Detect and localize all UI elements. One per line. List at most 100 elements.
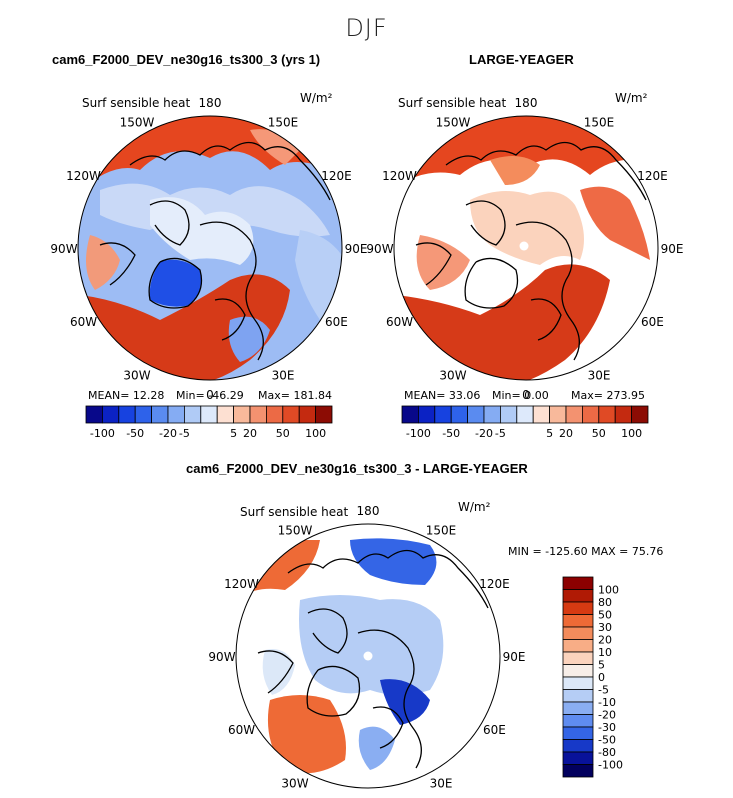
panel1-min: Min= -46.29 xyxy=(176,389,244,402)
panel3-colorbar-swatch xyxy=(562,676,594,690)
panel3-lon-label: 180 xyxy=(357,504,380,518)
panel2-colorbar-label: -20 xyxy=(475,427,493,440)
panel1-mean: MEAN= 12.28 xyxy=(88,389,165,402)
panel3-colorbar-label: -30 xyxy=(598,721,616,734)
panel1-units: W/m² xyxy=(300,91,333,105)
panel3-lon-label: 150E xyxy=(426,524,457,538)
panel3-colorbar-label: 80 xyxy=(598,596,612,609)
panel3-nordic-cool xyxy=(358,726,395,770)
panel3-colorbar-label: 50 xyxy=(598,609,612,622)
panel3-colorbar-swatch xyxy=(562,614,594,628)
panel1-canada-warm xyxy=(86,235,120,290)
panel3-colorbar-label: 30 xyxy=(598,621,612,634)
panel3-colorbar-swatch xyxy=(562,651,594,665)
panel1-colorbar-swatch xyxy=(265,405,284,424)
panel2-colorbar-label: 100 xyxy=(621,427,642,440)
panel1-colorbar-swatch xyxy=(134,405,152,424)
panel2-lon-label: 120E xyxy=(637,169,668,183)
panel2-canada-warm xyxy=(416,235,470,290)
panel1-title: cam6_F2000_DEV_ne30g16_ts300_3 (yrs 1) xyxy=(52,52,321,67)
panel2-colorbar-swatch xyxy=(450,405,469,424)
panel3-colorbar-swatch xyxy=(562,689,594,703)
panel3-colorbar-swatch xyxy=(562,639,594,653)
panel3-title: cam6_F2000_DEV_ne30g16_ts300_3 - LARGE-Y… xyxy=(186,461,528,476)
panel2-lon-label: 150E xyxy=(584,116,615,130)
panel2-lon-label: 180 xyxy=(515,96,538,110)
panel3-colorbar-swatch xyxy=(562,601,594,615)
panel1-lon-label: 60W xyxy=(70,315,97,329)
panel2-colorbar-label: -100 xyxy=(406,427,431,440)
panel1-lon-label: 60E xyxy=(325,315,348,329)
panel1-colorbar-swatch xyxy=(85,405,103,424)
panel1-colorbar-swatch xyxy=(151,405,169,424)
panel1-lon-label: 150E xyxy=(268,116,299,130)
panel3-colorbar-label: -80 xyxy=(598,746,616,759)
panel2-min: Min= 0.00 xyxy=(492,389,549,402)
panel3-lon-label: 120E xyxy=(479,577,510,591)
panel3-lon-label: 90E xyxy=(503,650,526,664)
panel1-lon-label: 180 xyxy=(199,96,222,110)
panel3-pole-dot xyxy=(363,651,373,661)
panel1-coastlines xyxy=(99,141,331,361)
panel3-colorbar-label: 100 xyxy=(598,584,619,597)
panel2-colorbar-swatch xyxy=(614,405,633,424)
panel2-lon-label: 90E xyxy=(661,242,684,256)
panel1-colorbar-swatch xyxy=(282,405,300,424)
panel2-colorbar-swatch xyxy=(532,405,551,424)
panel2-lon-label: 120W xyxy=(382,169,417,183)
panel3-colorbar-label: -10 xyxy=(598,696,616,709)
panel2-lon-label: 0 xyxy=(522,388,530,402)
panel1-lon-label: 0 xyxy=(206,388,214,402)
panel3-lon-label: 150W xyxy=(278,524,313,538)
panel3-minmax: MIN = -125.60 MAX = 75.76 xyxy=(508,545,664,558)
panel1-lon-label: 90E xyxy=(345,242,368,256)
panel1-colorbar-swatch xyxy=(233,405,251,424)
panel3-lon-label: 30E xyxy=(430,776,453,790)
panel2-lon-label: 30E xyxy=(588,368,611,382)
panel1-max: Max= 181.84 xyxy=(258,389,332,402)
panel3-colorbar-swatch xyxy=(562,726,594,740)
panel2-colorbar-swatch xyxy=(401,405,419,424)
panel1-lon-label: 150W xyxy=(120,116,155,130)
panel1-colorbar-swatch xyxy=(183,405,202,424)
figure-title: DJF xyxy=(345,14,388,42)
panel1-colorbar-swatch xyxy=(200,405,218,424)
panel1-colorbar-swatch xyxy=(118,405,136,424)
panel3-lon-label: 60E xyxy=(483,723,506,737)
panel3-units: W/m² xyxy=(458,500,491,514)
panel1-map xyxy=(78,116,342,380)
panel1-colorbar-swatch xyxy=(315,405,333,424)
panel3-colorbar-label: 20 xyxy=(598,634,612,647)
panel3-lon-label: 120W xyxy=(224,577,259,591)
panel3-lon-label: 0 xyxy=(364,796,372,798)
panel2-coastlines xyxy=(415,141,647,361)
panel1-lon-label: 30W xyxy=(123,368,150,382)
panel1-border xyxy=(77,115,343,381)
panel2-eurasia-warm xyxy=(580,186,650,260)
panel2-lon-label: 30W xyxy=(439,368,466,382)
panel1-colorbar-swatch xyxy=(298,405,317,424)
panel3-colorbar-swatch xyxy=(562,626,594,640)
panel2-border xyxy=(393,115,659,381)
panel3-canada-neutral xyxy=(262,649,295,695)
panel3-colorbar-swatch xyxy=(562,751,594,765)
panel3-lon-label: 60W xyxy=(228,723,255,737)
panel1-lon-label: 90W xyxy=(50,242,77,256)
panel1-lon-label: 120W xyxy=(66,169,101,183)
panel1-lon-label: 120E xyxy=(321,169,352,183)
panel1-colorbar-label: -5 xyxy=(179,427,190,440)
panel2-pole-dot xyxy=(519,241,529,251)
panel3-colorbar-swatch xyxy=(562,589,594,603)
panel1-colorbar-label: 100 xyxy=(305,427,326,440)
panel2-variable: Surf sensible heat xyxy=(398,96,507,110)
panel2-colorbar-label: -50 xyxy=(442,427,460,440)
panel2-bering-mid xyxy=(490,156,540,185)
panel2-mean: MEAN= 33.06 xyxy=(404,389,481,402)
panel3-colorbar-label: 10 xyxy=(598,646,612,659)
panel3-coastlines xyxy=(257,549,489,769)
panel1-colorbar-swatch xyxy=(216,405,234,424)
panel3-colorbar-label: 5 xyxy=(598,659,605,672)
panel2-max: Max= 273.95 xyxy=(571,389,645,402)
panel2-lon-label: 90W xyxy=(366,242,393,256)
